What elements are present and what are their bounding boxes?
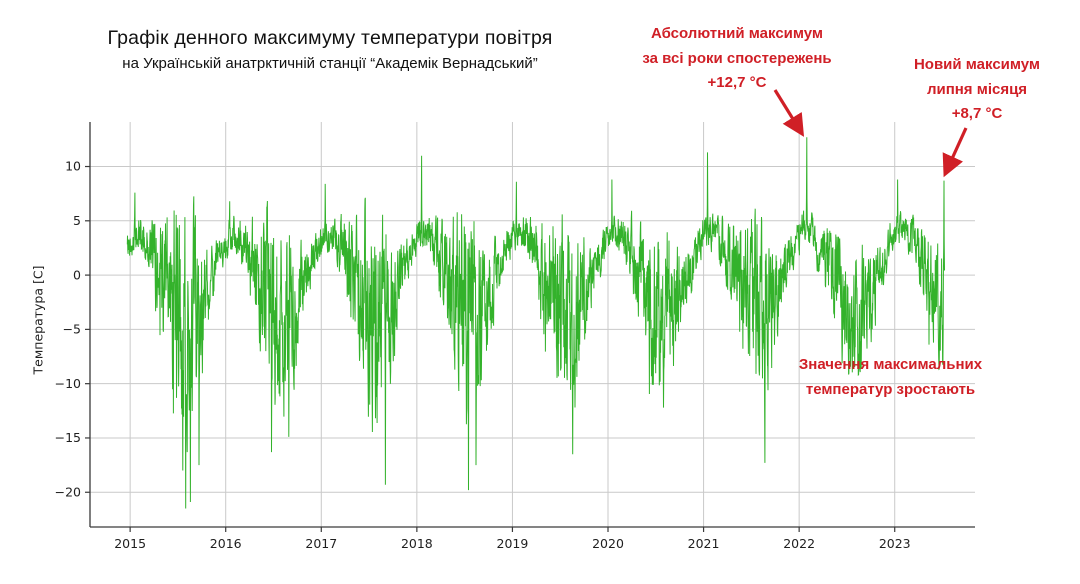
y-tick-label: −20 bbox=[55, 484, 81, 499]
annotation-trend-note: Значення максимальних температур зростаю… bbox=[768, 353, 1013, 402]
annotation-line: +12,7 °C bbox=[707, 74, 767, 91]
x-tick-label: 2019 bbox=[497, 536, 529, 551]
y-tick-label: −5 bbox=[63, 322, 81, 337]
annotation-line: Новий максимум bbox=[913, 56, 1041, 73]
chart-title: Графік денного максимуму температури пов… bbox=[107, 27, 553, 49]
y-tick-label: 10 bbox=[65, 159, 81, 174]
chart-subtitle: на Українській анатрктичній станції “Ака… bbox=[122, 55, 538, 72]
annotation-absolute-max: Абсолютний максимум за всі роки спостере… bbox=[622, 22, 852, 96]
y-tick-label: 0 bbox=[73, 267, 81, 282]
annotation-line: липня місяця bbox=[926, 80, 1028, 98]
y-tick-label: −15 bbox=[55, 430, 81, 445]
annotation-line: Значення максимальних bbox=[798, 356, 983, 373]
annotation-line: температур зростають bbox=[805, 380, 976, 398]
temperature-series-line bbox=[126, 137, 945, 509]
annotation-july-max: Новий максимум липня місяця +8,7 °C bbox=[882, 53, 1072, 127]
x-tick-label: 2023 bbox=[879, 536, 911, 551]
y-tick-label: −10 bbox=[55, 376, 81, 391]
x-tick-label: 2020 bbox=[592, 536, 624, 551]
x-tick-label: 2016 bbox=[210, 536, 242, 551]
annotation-line: за всі роки спостережень bbox=[642, 49, 832, 67]
x-tick-label: 2022 bbox=[783, 536, 815, 551]
annotation-arrow bbox=[773, 89, 805, 137]
x-tick-label: 2017 bbox=[305, 536, 337, 551]
x-tick-label: 2021 bbox=[688, 536, 720, 551]
annotation-line: Абсолютний максимум bbox=[650, 25, 824, 42]
y-tick-label: 5 bbox=[73, 213, 81, 228]
x-tick-label: 2015 bbox=[114, 536, 146, 551]
annotation-arrow bbox=[942, 127, 968, 178]
x-tick-label: 2018 bbox=[401, 536, 433, 551]
annotation-line: +8,7 °C bbox=[951, 105, 1003, 122]
y-axis-label: Температура [C] bbox=[30, 265, 46, 375]
